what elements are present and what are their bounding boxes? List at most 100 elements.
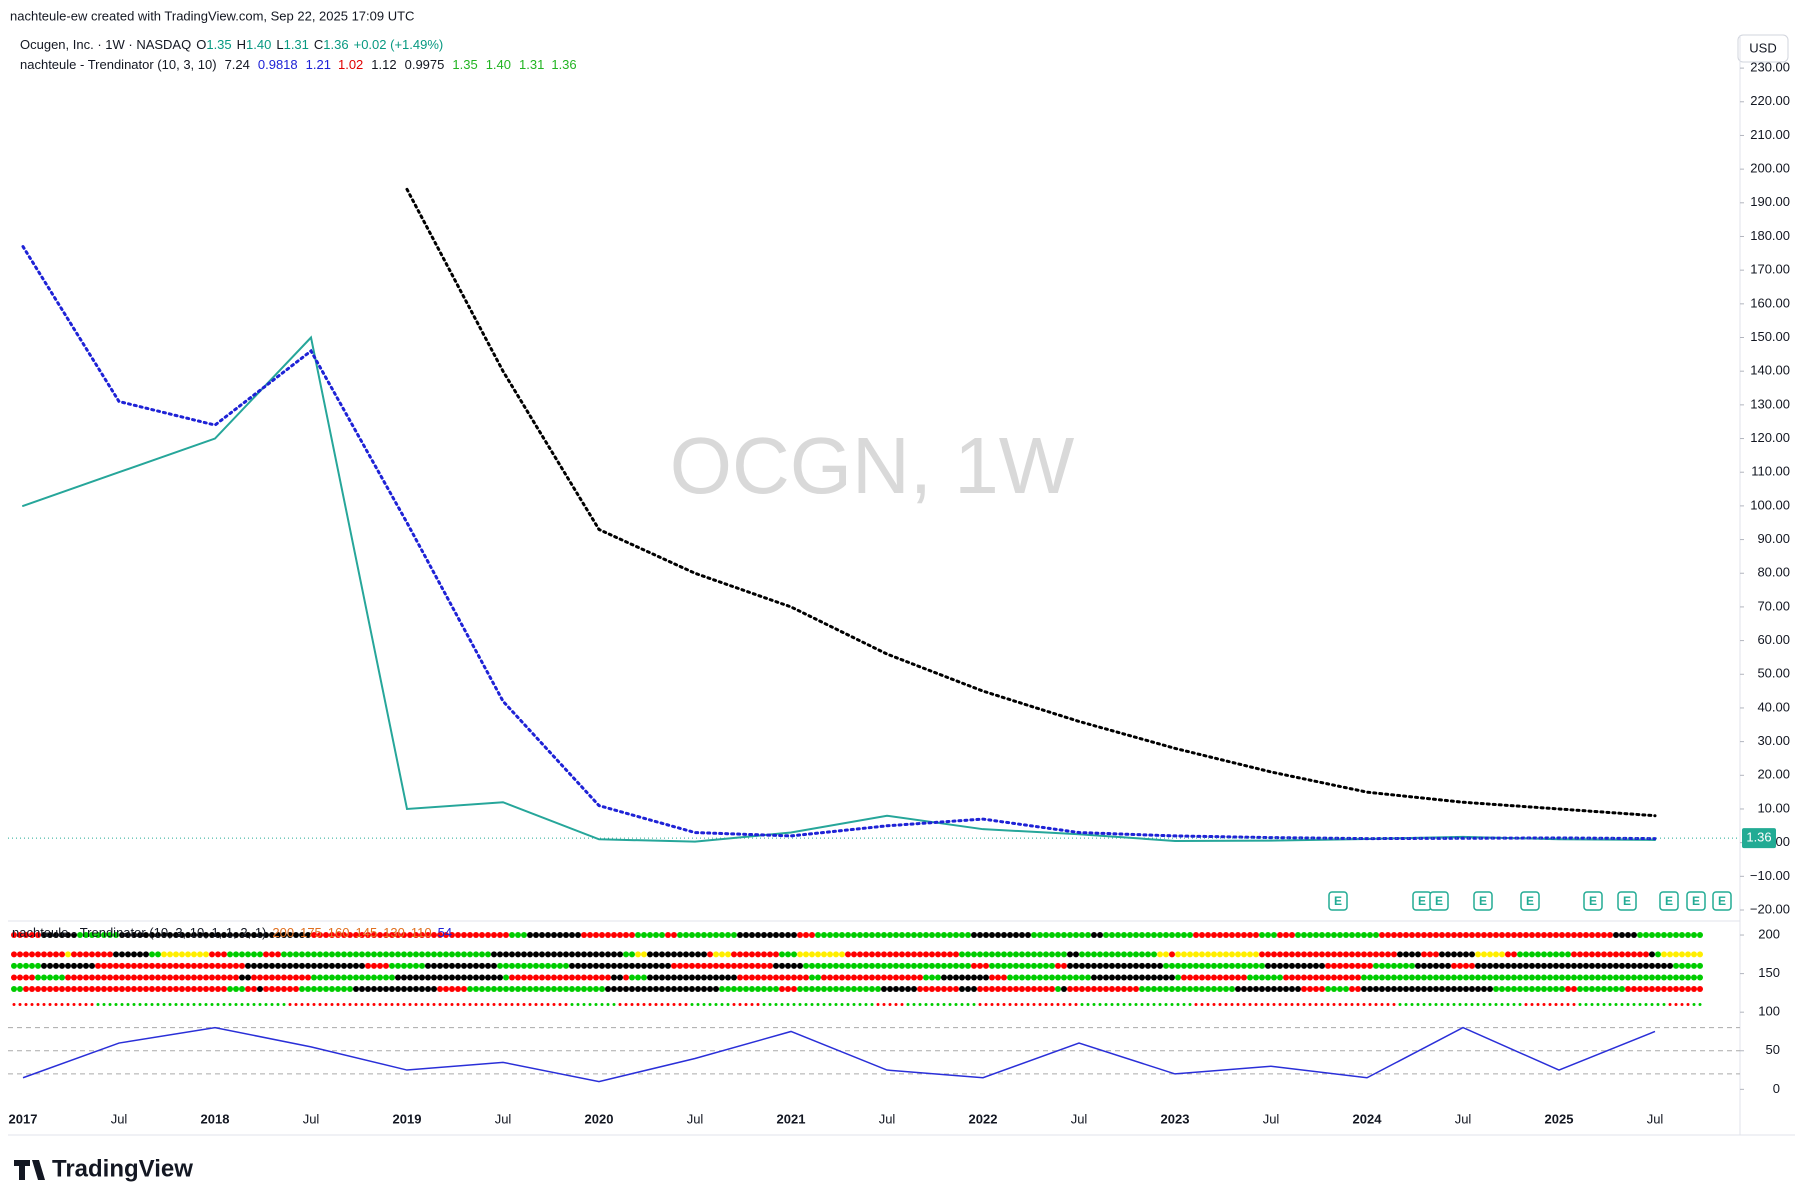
- earnings-letter[interactable]: E: [1418, 894, 1426, 908]
- earnings-letter[interactable]: E: [1479, 894, 1487, 908]
- earnings-marker[interactable]: [1617, 891, 1637, 911]
- signal-dot: [1085, 932, 1091, 939]
- signal-dot: [803, 932, 809, 939]
- earnings-letter[interactable]: E: [1623, 894, 1631, 908]
- currency-box[interactable]: [1737, 34, 1789, 63]
- earnings-letter[interactable]: E: [1589, 894, 1597, 908]
- signal-dot: [498, 1002, 502, 1006]
- signal-dot: [413, 932, 419, 939]
- signal-dot: [1433, 986, 1439, 993]
- signal-dot: [132, 1002, 136, 1006]
- signal-dot: [527, 932, 533, 939]
- earnings-marker[interactable]: [1659, 891, 1679, 911]
- signal-dot: [1505, 986, 1511, 993]
- signal-dot: [149, 962, 155, 969]
- signal-dot: [1031, 932, 1037, 939]
- signal-dot: [839, 962, 845, 969]
- signal-dot: [48, 1002, 52, 1006]
- earnings-marker[interactable]: [1583, 891, 1603, 911]
- signal-dot: [1091, 951, 1097, 958]
- earnings-marker[interactable]: [1473, 891, 1493, 911]
- signal-dot: [893, 932, 899, 939]
- signal-dot: [1673, 932, 1679, 939]
- signal-dot: [1049, 932, 1055, 939]
- signal-dot: [1553, 974, 1559, 981]
- signal-dot: [83, 932, 89, 939]
- earnings-marker[interactable]: [1429, 891, 1449, 911]
- earnings-letter[interactable]: E: [1526, 894, 1534, 908]
- signal-dot: [737, 962, 743, 969]
- signal-dot: [851, 951, 857, 958]
- signal-dot: [707, 951, 713, 958]
- signal-dot: [755, 986, 761, 993]
- currency[interactable]: USD: [1749, 40, 1776, 55]
- signal-dot: [1223, 932, 1229, 939]
- signal-dot: [1211, 951, 1217, 958]
- signal-dot: [281, 951, 287, 958]
- signal-dot: [1266, 1002, 1270, 1006]
- signal-dot: [1253, 962, 1259, 969]
- signal-dot: [953, 986, 959, 993]
- signal-dot: [461, 932, 467, 939]
- signal-dot: [65, 974, 71, 981]
- signal-dot: [479, 962, 485, 969]
- signal-dot: [647, 986, 653, 993]
- signal-dot: [1571, 951, 1577, 958]
- signal-dot: [1602, 1002, 1606, 1006]
- signal-dot: [683, 962, 689, 969]
- signal-dot: [35, 962, 41, 969]
- earnings-marker[interactable]: [1520, 891, 1540, 911]
- earnings-marker[interactable]: [1686, 891, 1706, 911]
- signal-dot: [251, 962, 257, 969]
- signal-dot: [1325, 986, 1331, 993]
- signal-dot: [1337, 951, 1343, 958]
- x-tick-label: 2023: [1161, 1111, 1190, 1126]
- signal-dot: [869, 962, 875, 969]
- signal-dot: [953, 951, 959, 958]
- signal-dot: [29, 974, 35, 981]
- signal-dot: [635, 951, 641, 958]
- signal-dot: [1325, 962, 1331, 969]
- signal-dot: [1163, 986, 1169, 993]
- signal-dot: [1650, 1002, 1654, 1006]
- signal-dot: [509, 951, 515, 958]
- signal-dot: [71, 986, 77, 993]
- signal-dot: [347, 962, 353, 969]
- signal-dot: [935, 986, 941, 993]
- signal-dot: [521, 974, 527, 981]
- signal-dot: [95, 986, 101, 993]
- signal-dot: [977, 962, 983, 969]
- signal-dot: [317, 974, 323, 981]
- signal-dot: [162, 1002, 166, 1006]
- price-line: [405, 187, 1657, 818]
- signal-dot: [1145, 974, 1151, 981]
- signal-dot: [707, 932, 713, 939]
- signal-dot: [71, 951, 77, 958]
- earnings-letter[interactable]: E: [1435, 894, 1443, 908]
- signal-dot: [875, 962, 881, 969]
- signal-dot: [899, 951, 905, 958]
- signal-dot: [1403, 986, 1409, 993]
- signal-dot: [1235, 962, 1241, 969]
- signal-dot: [89, 951, 95, 958]
- signal-dot: [1026, 1002, 1030, 1006]
- signal-dot: [1595, 962, 1601, 969]
- x-tick-label: 2022: [969, 1111, 998, 1126]
- earnings-letter[interactable]: E: [1665, 894, 1673, 908]
- signal-dot: [317, 962, 323, 969]
- signal-dot: [1572, 1002, 1576, 1006]
- earnings-letter[interactable]: E: [1692, 894, 1700, 908]
- earnings-letter[interactable]: E: [1334, 894, 1342, 908]
- signal-dot: [1289, 932, 1295, 939]
- earnings-marker[interactable]: [1328, 891, 1348, 911]
- signal-dot: [77, 974, 83, 981]
- signal-dot: [281, 986, 287, 993]
- signal-dot: [1361, 974, 1367, 981]
- signal-dot: [1205, 974, 1211, 981]
- earnings-letter[interactable]: E: [1718, 894, 1726, 908]
- signal-dot: [575, 932, 581, 939]
- earnings-marker[interactable]: [1712, 891, 1732, 911]
- signal-dot: [845, 962, 851, 969]
- watermark: OCGN, 1W: [670, 421, 1075, 510]
- signal-dot: [779, 986, 785, 993]
